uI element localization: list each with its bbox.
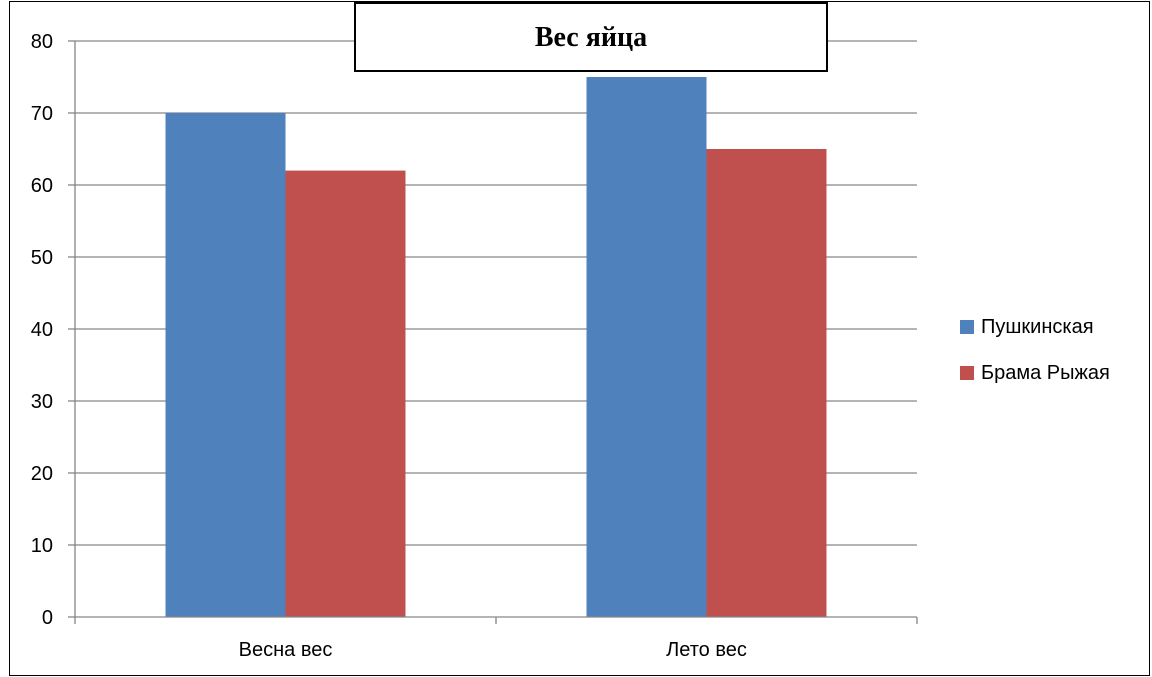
x-category-label: Лето вес: [666, 639, 747, 661]
title-box: [354, 2, 828, 72]
bar-series-1: [586, 77, 707, 617]
bar-series-2: [706, 149, 827, 617]
y-tick-label: 70: [31, 103, 53, 125]
legend-swatch: [960, 366, 974, 380]
y-tick-labels: 0 10 20 30 40 50 60 70 80: [31, 31, 75, 629]
chart-title: Вес яйца: [535, 22, 647, 53]
y-tick-label: 30: [31, 391, 53, 413]
y-tick-label: 40: [31, 319, 53, 341]
legend-label: Пушкинская: [981, 316, 1094, 338]
category-labels: Весна вес Лето вес: [239, 639, 747, 661]
legend: Пушкинская Брама Рыжая: [960, 316, 1110, 384]
y-tick-label: 20: [31, 463, 53, 485]
chart-title-box: Вес яйца: [354, 2, 828, 72]
y-tick-label: 60: [31, 175, 53, 197]
bars: [165, 77, 827, 617]
legend-label: Брама Рыжая: [981, 362, 1110, 384]
y-tick-label: 10: [31, 535, 53, 557]
y-tick-label: 0: [42, 607, 53, 629]
legend-swatch: [960, 320, 974, 334]
y-tick-label: 80: [31, 31, 53, 53]
y-tick-label: 50: [31, 247, 53, 269]
x-category-label: Весна вес: [239, 639, 333, 661]
bar-series-1: [165, 113, 286, 617]
bar-series-2: [285, 170, 406, 617]
